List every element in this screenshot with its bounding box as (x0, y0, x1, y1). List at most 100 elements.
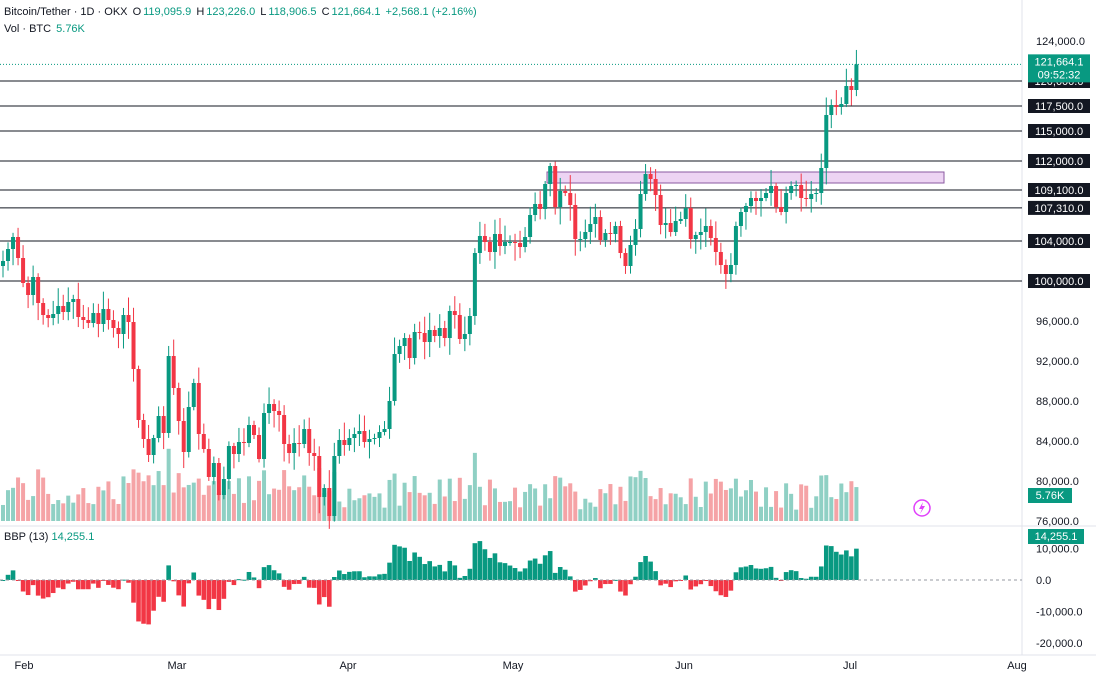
candle-body-43 (216, 463, 221, 495)
volume-bar-30 (151, 485, 156, 521)
volume-bar-4 (21, 483, 26, 521)
bbp-bar-29 (146, 580, 151, 625)
volume-bar-54 (272, 488, 277, 521)
volume-bar-88 (442, 496, 447, 521)
bbp-bar-141 (708, 580, 714, 587)
volume-bar-20 (101, 490, 106, 521)
candle-body-149 (748, 198, 753, 206)
volume-bar-142 (713, 478, 718, 521)
volume-bar-16 (81, 488, 86, 521)
candle-body-75 (377, 432, 382, 438)
bbp-bar-53 (266, 565, 272, 580)
candle-body-45 (226, 446, 231, 479)
volume-bar-123 (618, 486, 623, 521)
bbp-bar-1 (5, 574, 11, 580)
level-badge-6 (1028, 234, 1090, 248)
volume-bar-17 (86, 503, 91, 521)
bbp-bar-63 (316, 580, 322, 605)
level-badge-5 (1028, 200, 1090, 215)
candle-body-81 (407, 338, 412, 358)
candle-body-55 (277, 411, 282, 415)
candle-body-48 (241, 442, 246, 443)
bbp-bar-105 (527, 560, 533, 580)
candle-body-54 (272, 404, 277, 411)
candle-body-160 (804, 198, 809, 199)
candle-body-159 (799, 185, 804, 198)
candle-body-70 (352, 434, 357, 438)
candle-body-107 (538, 204, 543, 209)
bbp-bar-49 (246, 571, 252, 580)
volume-bar-160 (804, 485, 809, 521)
volume-bar-47 (236, 478, 241, 521)
candle-body-94 (472, 253, 477, 316)
volume-bar-148 (743, 490, 748, 521)
volume-bar-0 (1, 504, 5, 521)
bbp-bar-54 (271, 570, 277, 580)
volume-bar-133 (668, 493, 673, 521)
volume-bar-15 (76, 494, 81, 521)
time-tick-2: Apr (339, 660, 356, 672)
volume-bar-105 (528, 484, 533, 521)
candle-body-8 (41, 303, 46, 315)
candle-body-132 (663, 223, 668, 225)
volume-bar-82 (412, 476, 417, 521)
candle-body-151 (759, 198, 764, 201)
candle-body-86 (432, 330, 437, 336)
volume-bar-108 (543, 484, 548, 521)
volume-bar-154 (774, 491, 779, 521)
bbp-bar-70 (352, 571, 357, 580)
volume-bar-58 (292, 490, 297, 521)
bbp-bar-31 (156, 580, 161, 597)
candle-body-127 (638, 194, 643, 229)
bbp-bar-87 (437, 564, 443, 580)
bbp-bar-123 (618, 580, 623, 592)
bbp-bar-109 (547, 551, 553, 580)
legend-bbp: BBP (13) 14,255.1 (4, 531, 94, 543)
bbp-bar-72 (362, 577, 367, 580)
candle-body-73 (367, 439, 372, 442)
volume-bar-61 (307, 486, 312, 521)
bbp-bar-117 (588, 580, 593, 582)
candle-body-97 (487, 242, 492, 252)
bbp-bar-19 (96, 580, 101, 588)
candle-body-139 (698, 232, 703, 235)
volume-bar-59 (297, 487, 302, 521)
candle-body-93 (467, 316, 472, 334)
volume-bar-33 (166, 448, 171, 521)
bbp-bar-10 (50, 580, 56, 594)
candle-body-168 (844, 86, 849, 104)
volume-bar-71 (357, 498, 362, 521)
volume-bar-168 (844, 492, 849, 521)
volume-bar-14 (71, 502, 76, 521)
price-tick-1: 96,000.0 (1036, 316, 1079, 328)
bbp-bar-40 (201, 580, 207, 600)
countdown-label: 09:52:32 (1038, 69, 1081, 81)
candle-body-6 (31, 277, 36, 295)
volume-bar-87 (437, 479, 442, 521)
candle-body-36 (181, 421, 186, 452)
candle-body-57 (287, 444, 292, 453)
lightning-bolt-icon (919, 502, 925, 514)
bbp-bar-148 (743, 566, 749, 580)
bbp-bar-112 (562, 569, 568, 580)
candle-body-140 (703, 226, 708, 232)
bbp-bar-169 (849, 556, 854, 580)
candle-body-91 (457, 315, 462, 339)
volume-value: 5.76K (56, 23, 85, 35)
bbp-bar-107 (537, 563, 543, 580)
bbp-bar-111 (557, 567, 563, 580)
bbp-bar-39 (196, 580, 202, 596)
candle-body-1 (6, 249, 11, 261)
candle-body-68 (342, 440, 347, 445)
bbp-bar-113 (567, 576, 573, 580)
high-value: 123,226.0 (206, 6, 256, 18)
last-price-badge (1028, 54, 1090, 83)
bbp-bar-14 (70, 580, 76, 582)
candle-body-67 (337, 440, 342, 456)
bbp-bar-166 (834, 551, 839, 580)
bbp-bar-94 (472, 543, 478, 580)
volume-bar-84 (422, 495, 427, 521)
volume-bar-106 (533, 488, 538, 521)
bbp-badge-label: 14,255.1 (1035, 531, 1078, 543)
